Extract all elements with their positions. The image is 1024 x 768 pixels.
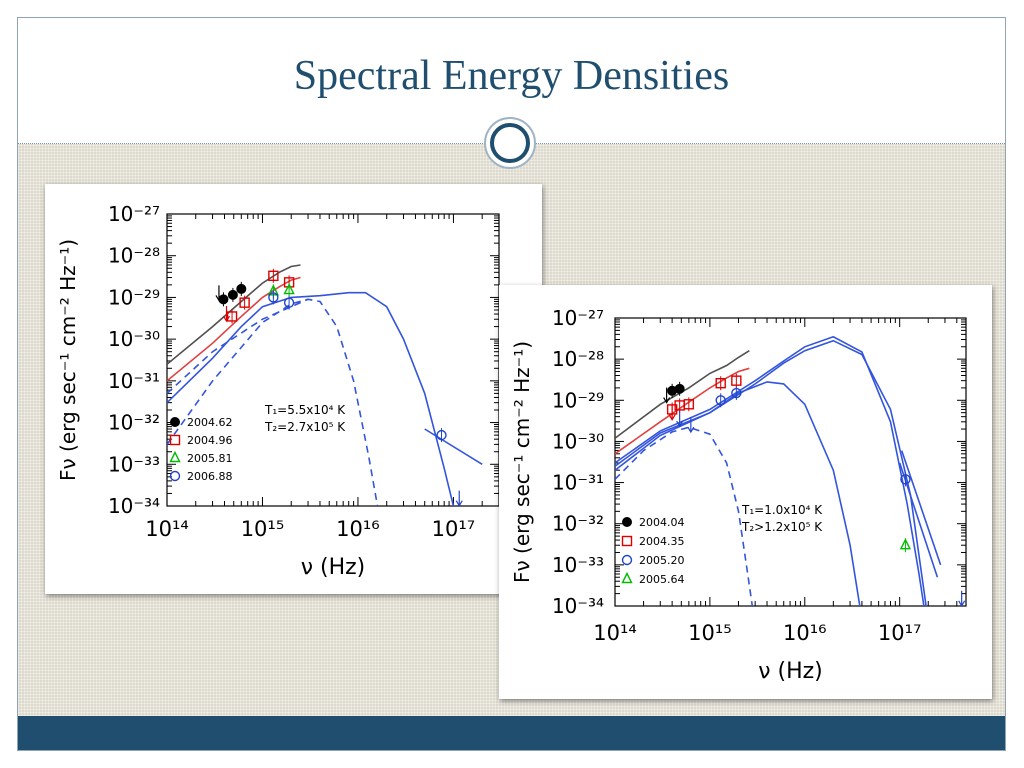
legend-label: 2004.04 (639, 516, 685, 529)
plot-area (167, 264, 483, 506)
legend-marker (621, 554, 633, 566)
x-tick-label: 10¹⁶ (336, 517, 380, 541)
y-tick-label: 10⁻²⁷ (552, 306, 604, 330)
y-tick-label: 10⁻²⁸ (552, 347, 604, 371)
legend-marker (170, 417, 180, 427)
legend-label: 2005.81 (187, 452, 233, 465)
y-axis-label: Fν (erg sec⁻¹ cm⁻² Hz⁻¹) (510, 341, 534, 583)
upper-limit-arrow (455, 500, 463, 506)
y-tick-label: 10⁻²⁹ (108, 285, 160, 309)
model-curve (424, 428, 483, 465)
x-tick-label: 10¹⁵ (688, 621, 732, 645)
model-curve (167, 298, 309, 394)
upper-limit-arrow (663, 397, 671, 404)
y-tick-label: 10⁻³¹ (552, 471, 604, 495)
sed-chart-left: 10¹⁴ 10¹⁵ 10¹⁶ 10¹⁷ 10⁻³⁴ 10⁻³³ 10⁻³² 10⁻³¹ 10⁻³… (56, 202, 500, 580)
data-point (239, 297, 250, 308)
sed-chart-right: 10¹⁴ 10¹⁵ 10¹⁶ 10¹⁷ 10⁻³⁴ 10⁻³³ 10⁻³² 10⁻³¹ 10⁻³… (510, 306, 967, 684)
plot-area (615, 335, 966, 606)
legend-marker (622, 517, 632, 527)
data-point (731, 375, 742, 386)
data-point (900, 474, 911, 485)
x-tick-label: 10¹⁴ (593, 621, 637, 645)
upper-limit-arrow (958, 600, 966, 606)
y-tick-label: 10⁻³³ (552, 553, 604, 577)
x-axis-label: ν (Hz) (758, 659, 823, 684)
y-tick-label: 10⁻³⁴ (108, 494, 160, 518)
data-point (218, 294, 229, 305)
slide-frame (17, 17, 1006, 751)
data-point (268, 270, 279, 281)
legend-label: 2005.64 (639, 573, 685, 586)
model-curve (615, 335, 925, 606)
temperature-annotation: T₂=2.7x10⁵ K (264, 420, 346, 434)
data-point (227, 289, 238, 300)
data-point (899, 538, 912, 550)
data-point (268, 292, 279, 303)
data-point (715, 395, 726, 406)
x-axis-label: ν (Hz) (301, 555, 366, 580)
model-curve (167, 264, 301, 365)
y-tick-label: 10⁻²⁹ (552, 388, 604, 412)
model-curve (898, 462, 939, 578)
y-tick-label: 10⁻³³ (108, 452, 160, 476)
legend-marker (169, 434, 181, 446)
model-curve (615, 367, 750, 455)
data-point (731, 387, 742, 399)
legend-label: 2004.62 (187, 416, 233, 429)
upper-limit-arrow (687, 426, 695, 434)
data-point (674, 383, 685, 394)
y-tick-label: 10⁻³⁰ (108, 327, 160, 351)
temperature-annotation: T₂>1.2x10⁵ K (741, 520, 823, 534)
y-tick-label: 10⁻³² (108, 411, 160, 435)
temperature-annotation: T₁=5.5x10⁴ K (264, 403, 346, 417)
x-tick-label: 10¹⁴ (145, 517, 189, 541)
legend-label: 2004.35 (639, 535, 685, 548)
chart-panel-right: 10¹⁴ 10¹⁵ 10¹⁶ 10¹⁷ 10⁻³⁴ 10⁻³³ 10⁻³² 10⁻³¹ 10⁻³… (499, 285, 992, 699)
y-tick-label: 10⁻³¹ (108, 369, 160, 393)
model-curve (167, 276, 301, 382)
legend-label: 2005.20 (639, 554, 685, 567)
legend-marker (621, 571, 633, 584)
x-tick-label: 10¹⁷ (432, 517, 476, 541)
legend-marker (621, 535, 633, 547)
data-point (436, 429, 447, 441)
page-title: Spectral Energy Densities (293, 53, 730, 99)
model-curve (615, 381, 861, 606)
legend-label: 2004.96 (187, 434, 233, 447)
model-curve (615, 350, 750, 439)
y-tick-label: 10⁻³⁴ (552, 594, 604, 618)
y-axis-label: Fν (erg sec⁻¹ cm⁻² Hz⁻¹) (56, 239, 80, 481)
data-point (683, 399, 695, 410)
data-point (226, 311, 238, 322)
model-curve (615, 426, 754, 606)
upper-limit-arrow (668, 414, 676, 421)
upper-limit-arrow (215, 295, 223, 302)
y-tick-label: 10⁻²⁸ (108, 244, 160, 268)
x-tick-label: 10¹⁵ (241, 517, 285, 541)
model-curve (167, 291, 455, 506)
y-tick-label: 10⁻³² (552, 512, 604, 536)
legend-marker (169, 450, 181, 463)
temperature-annotation: T₁=1.0x10⁴ K (741, 503, 823, 517)
chart-panel-left: 10¹⁴ 10¹⁵ 10¹⁶ 10¹⁷ 10⁻³⁴ 10⁻³³ 10⁻³² 10⁻³¹ 10⁻³… (45, 184, 542, 594)
circle-ornament-inner (490, 123, 530, 163)
legend-label: 2006.88 (187, 470, 233, 483)
y-tick-label: 10⁻²⁷ (108, 202, 160, 226)
upper-limit-arrow (676, 420, 684, 428)
data-point (283, 283, 295, 295)
y-tick-label: 10⁻³⁰ (552, 429, 604, 453)
legend-marker (169, 470, 181, 482)
data-point (283, 297, 295, 308)
upper-limit-arrow (222, 315, 231, 323)
data-point (715, 378, 726, 389)
x-tick-label: 10¹⁶ (783, 621, 827, 645)
data-point (236, 283, 247, 294)
footer-bar (18, 716, 1005, 750)
model-curve (900, 450, 942, 566)
x-tick-label: 10¹⁷ (878, 621, 922, 645)
